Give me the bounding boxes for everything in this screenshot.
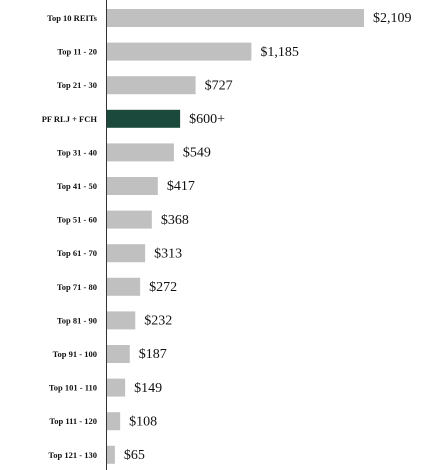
bar [107,412,121,431]
value-label: $1,185 [260,45,299,60]
bar [107,210,152,229]
value-label: $313 [154,246,182,261]
category-label: Top 121 - 130 [48,450,97,460]
category-label: Top 101 - 110 [49,383,97,393]
value-label: $417 [167,179,195,194]
category-label: Top 91 - 100 [53,349,97,359]
value-label: $2,109 [373,11,412,26]
category-label: Top 21 - 30 [57,80,97,90]
value-label: $232 [144,314,172,329]
category-label: Top 10 REITs [47,13,98,23]
bar [107,109,181,128]
bar [107,311,136,330]
bar [107,76,196,95]
value-label: $149 [134,381,162,396]
bar [107,42,252,61]
value-label: $272 [149,280,177,295]
category-label: Top 81 - 90 [57,315,97,325]
value-label: $727 [205,78,233,93]
bar [107,177,158,195]
category-label: Top 51 - 60 [57,215,97,225]
category-label: Top 11 - 20 [57,47,97,57]
value-label: $65 [124,448,145,463]
bar [107,9,364,27]
bar [107,345,130,363]
bar [107,143,174,162]
value-label: $600+ [189,112,225,127]
category-label: Top 61 - 70 [57,248,97,258]
category-label: PF RLJ + FCH [42,114,98,124]
bar [107,244,146,263]
bar [107,445,115,464]
value-label: $108 [129,414,157,429]
category-label: Top 111 - 120 [49,416,97,426]
category-label: Top 71 - 80 [57,282,97,292]
value-label: $368 [161,213,189,228]
value-label: $549 [183,146,211,161]
bar [107,277,141,296]
category-label: Top 41 - 50 [57,181,97,191]
category-label: Top 31 - 40 [57,147,97,157]
value-label: $187 [139,347,167,362]
bar [107,378,126,397]
